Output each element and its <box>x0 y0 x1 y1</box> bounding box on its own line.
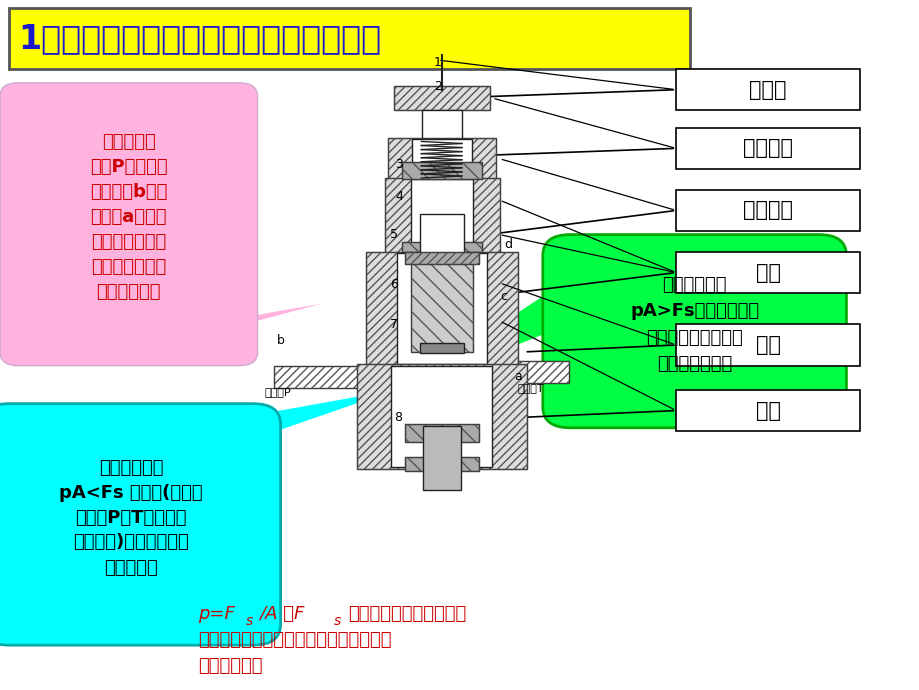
Text: 压力油从进
油口P经阀芯上
的径向孔b和轴
向小孔a后，作
用于阀芯底部油
腔，形成一个向
上的液压力。: 压力油从进 油口P经阀芯上 的径向孔b和轴 向小孔a后，作 用于阀芯底部油 腔，… <box>90 133 167 302</box>
Text: 阀体: 阀体 <box>754 335 780 355</box>
Polygon shape <box>162 304 322 331</box>
Text: d: d <box>504 239 511 251</box>
Text: 5: 5 <box>390 228 397 241</box>
FancyBboxPatch shape <box>404 424 479 442</box>
Text: b: b <box>277 334 284 346</box>
Text: c: c <box>500 290 507 302</box>
FancyBboxPatch shape <box>420 343 463 353</box>
FancyBboxPatch shape <box>404 457 479 471</box>
Text: 4: 4 <box>395 190 403 203</box>
FancyBboxPatch shape <box>402 162 482 179</box>
FancyBboxPatch shape <box>412 139 471 179</box>
FancyBboxPatch shape <box>675 390 859 431</box>
Text: 6: 6 <box>390 278 397 290</box>
Text: 调节螺帽: 调节螺帽 <box>743 139 792 158</box>
FancyBboxPatch shape <box>0 83 257 366</box>
Text: /A ，F: /A ，F <box>259 605 304 623</box>
Text: 阀盖: 阀盖 <box>754 263 780 282</box>
Text: p=F: p=F <box>198 605 234 623</box>
FancyBboxPatch shape <box>675 324 859 366</box>
Text: 变化不大，可认为溢流阀: 变化不大，可认为溢流阀 <box>347 605 466 623</box>
FancyBboxPatch shape <box>388 138 495 181</box>
FancyBboxPatch shape <box>397 253 486 364</box>
FancyBboxPatch shape <box>274 366 366 388</box>
Text: s: s <box>334 614 341 628</box>
Text: 出油口T: 出油口T <box>517 382 544 393</box>
FancyBboxPatch shape <box>411 262 472 352</box>
FancyBboxPatch shape <box>0 404 280 645</box>
FancyBboxPatch shape <box>675 190 859 231</box>
FancyBboxPatch shape <box>393 86 490 110</box>
Text: 阀芯: 阀芯 <box>754 401 780 420</box>
FancyBboxPatch shape <box>404 252 479 264</box>
FancyBboxPatch shape <box>357 364 527 469</box>
Text: s: s <box>245 614 253 628</box>
FancyBboxPatch shape <box>411 179 472 254</box>
Text: 当进油口油压
pA>Fs，阀芯上移，
阀口开启，油液经出
油口溢回油箱。: 当进油口油压 pA>Fs，阀芯上移， 阀口开启，油液经出 油口溢回油箱。 <box>630 276 758 373</box>
Polygon shape <box>192 390 395 460</box>
Text: 1、直动式溢流阀的基本结构及工作原理: 1、直动式溢流阀的基本结构及工作原理 <box>18 22 381 55</box>
FancyBboxPatch shape <box>420 214 463 257</box>
FancyBboxPatch shape <box>366 252 517 366</box>
FancyBboxPatch shape <box>423 426 460 490</box>
FancyBboxPatch shape <box>384 178 499 255</box>
FancyBboxPatch shape <box>9 8 689 69</box>
Text: 调压弹簧: 调压弹簧 <box>743 201 792 220</box>
FancyBboxPatch shape <box>402 242 482 255</box>
FancyBboxPatch shape <box>675 128 859 169</box>
Text: 3: 3 <box>395 158 403 170</box>
Polygon shape <box>395 278 570 393</box>
Text: 7: 7 <box>390 318 397 331</box>
Text: 压溢流作用。: 压溢流作用。 <box>198 657 262 675</box>
Text: 进油口P: 进油口P <box>265 386 291 397</box>
Text: 进口处的压力基本保持恒定，溢流阀起定: 进口处的压力基本保持恒定，溢流阀起定 <box>198 631 391 649</box>
Text: 调节杆: 调节杆 <box>749 80 786 99</box>
Text: 2: 2 <box>434 80 441 92</box>
FancyBboxPatch shape <box>542 235 845 428</box>
Text: 1: 1 <box>434 56 441 68</box>
Text: 当进油口油压
pA<Fs ，阀口(即进、
出油口P、T之间在阀
内的通路)被阀芯封闭，
阀不溢流。: 当进油口油压 pA<Fs ，阀口(即进、 出油口P、T之间在阀 内的通路)被阀芯… <box>59 458 203 577</box>
Text: 8: 8 <box>394 411 402 424</box>
FancyBboxPatch shape <box>422 110 461 141</box>
FancyBboxPatch shape <box>517 361 568 383</box>
FancyBboxPatch shape <box>391 366 492 467</box>
Text: a: a <box>514 370 521 382</box>
FancyBboxPatch shape <box>675 252 859 293</box>
FancyBboxPatch shape <box>675 69 859 110</box>
